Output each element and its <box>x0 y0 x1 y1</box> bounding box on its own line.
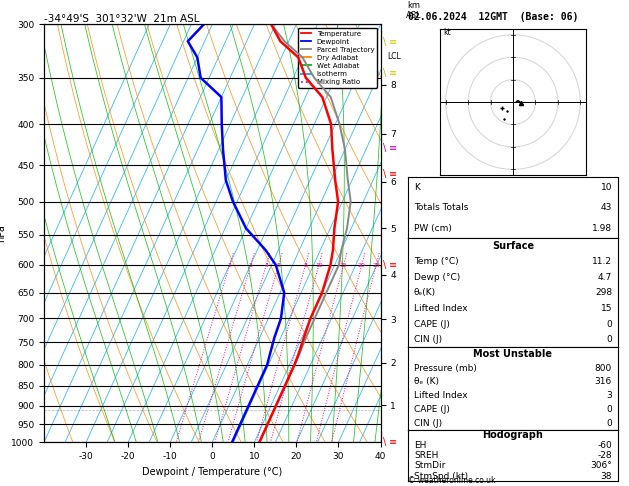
Text: Dewp (°C): Dewp (°C) <box>414 273 460 282</box>
Y-axis label: hPa: hPa <box>0 225 6 242</box>
Text: ≡: ≡ <box>389 68 397 78</box>
Text: 0: 0 <box>606 405 612 414</box>
Text: CAPE (J): CAPE (J) <box>414 405 450 414</box>
Text: LCL: LCL <box>387 52 401 61</box>
Text: Temp (°C): Temp (°C) <box>414 257 459 266</box>
Text: 10: 10 <box>315 263 323 268</box>
Text: 20: 20 <box>358 263 365 268</box>
Text: 298: 298 <box>595 288 612 297</box>
Text: ≡: ≡ <box>389 437 397 447</box>
Legend: Temperature, Dewpoint, Parcel Trajectory, Dry Adiabat, Wet Adiabat, Isotherm, Mi: Temperature, Dewpoint, Parcel Trajectory… <box>298 28 377 88</box>
Text: 800: 800 <box>595 364 612 373</box>
Text: Totals Totals: Totals Totals <box>414 203 468 212</box>
Text: 3: 3 <box>248 263 253 268</box>
Text: \: \ <box>383 260 387 270</box>
Text: θₑ (K): θₑ (K) <box>414 378 439 386</box>
Text: -28: -28 <box>598 451 612 460</box>
Text: ≡: ≡ <box>389 143 397 153</box>
Text: kt: kt <box>443 28 451 37</box>
Text: 306°: 306° <box>590 461 612 470</box>
Text: 4.7: 4.7 <box>598 273 612 282</box>
Text: -60: -60 <box>598 441 612 450</box>
Text: ≡: ≡ <box>389 260 397 270</box>
Text: StmSpd (kt): StmSpd (kt) <box>414 471 468 481</box>
Text: CIN (J): CIN (J) <box>414 335 442 344</box>
Text: 3: 3 <box>606 391 612 400</box>
Text: 0: 0 <box>606 320 612 329</box>
Text: θₑ(K): θₑ(K) <box>414 288 436 297</box>
Text: \: \ <box>383 68 387 78</box>
Text: CAPE (J): CAPE (J) <box>414 320 450 329</box>
Text: 8: 8 <box>304 263 308 268</box>
Text: 2: 2 <box>228 263 231 268</box>
Text: Lifted Index: Lifted Index <box>414 391 467 400</box>
Text: 4: 4 <box>264 263 268 268</box>
Text: \: \ <box>383 37 387 47</box>
Text: Most Unstable: Most Unstable <box>474 349 552 359</box>
Text: -34°49'S  301°32'W  21m ASL: -34°49'S 301°32'W 21m ASL <box>44 14 199 23</box>
Text: Lifted Index: Lifted Index <box>414 304 467 313</box>
Text: K: K <box>414 183 420 192</box>
Text: 0: 0 <box>606 419 612 428</box>
Text: ≡: ≡ <box>389 37 397 47</box>
X-axis label: Dewpoint / Temperature (°C): Dewpoint / Temperature (°C) <box>142 467 282 477</box>
Text: 316: 316 <box>595 378 612 386</box>
Text: EH: EH <box>414 441 426 450</box>
Text: Pressure (mb): Pressure (mb) <box>414 364 477 373</box>
Text: 1.98: 1.98 <box>592 224 612 232</box>
Text: 15: 15 <box>601 304 612 313</box>
Text: 25: 25 <box>372 263 380 268</box>
Text: ≡: ≡ <box>389 169 397 179</box>
Text: 11.2: 11.2 <box>592 257 612 266</box>
Text: \: \ <box>383 169 387 179</box>
Text: PW (cm): PW (cm) <box>414 224 452 232</box>
Text: \: \ <box>383 437 387 447</box>
Text: 02.06.2024  12GMT  (Base: 06): 02.06.2024 12GMT (Base: 06) <box>408 12 578 22</box>
Text: Surface: Surface <box>492 241 534 251</box>
Text: 15: 15 <box>340 263 347 268</box>
Text: \: \ <box>383 143 387 153</box>
Text: 43: 43 <box>601 203 612 212</box>
Text: km
ASL: km ASL <box>406 0 422 20</box>
Text: 38: 38 <box>601 471 612 481</box>
Text: CIN (J): CIN (J) <box>414 419 442 428</box>
Text: SREH: SREH <box>414 451 438 460</box>
Text: 10: 10 <box>601 183 612 192</box>
Text: Hodograph: Hodograph <box>482 430 543 440</box>
Text: 5: 5 <box>277 263 281 268</box>
Text: © weatheronline.co.uk: © weatheronline.co.uk <box>408 476 495 485</box>
Text: StmDir: StmDir <box>414 461 445 470</box>
Text: 0: 0 <box>606 335 612 344</box>
